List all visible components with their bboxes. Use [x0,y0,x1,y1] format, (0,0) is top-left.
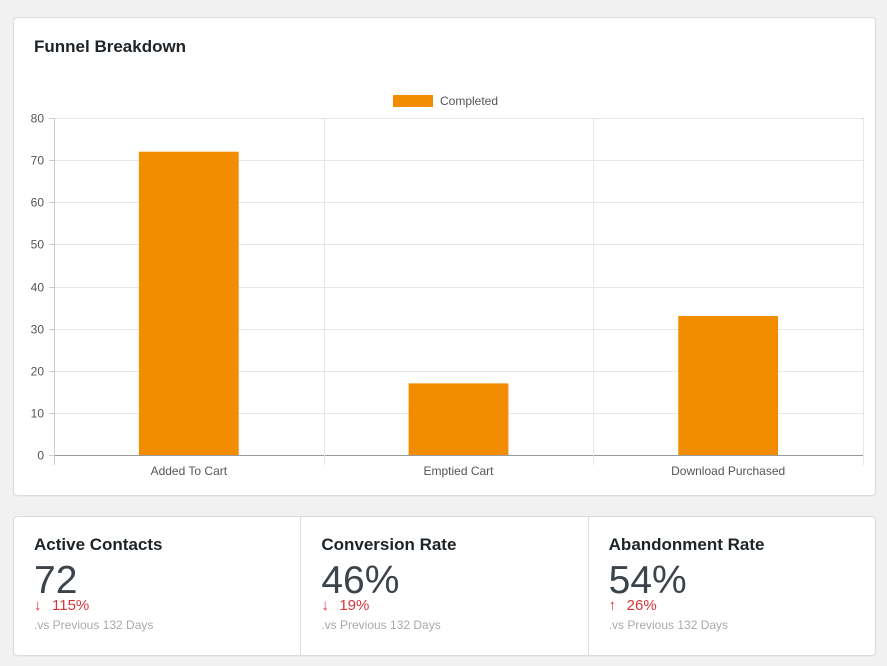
chart-title: Funnel Breakdown [34,37,187,56]
x-tick-label: Download Purchased [671,464,785,478]
stat-change-value: 115% [52,597,90,614]
y-tick-label: 20 [31,365,45,379]
x-tick-label: Added To Cart [151,464,228,478]
stat-change: ↓ 115% [34,597,280,615]
bar [138,151,239,455]
y-tick-label: 10 [31,407,45,421]
stat-compare: .vs Previous 132 Days [34,618,154,632]
y-tick-label: 40 [31,281,45,295]
y-tick-label: 80 [31,112,45,126]
funnel-bar-chart: 0 10 20 30 40 50 60 70 80 Added To Cart Emptied Ca… [31,94,864,478]
stat-label: Conversion Rate [321,535,457,554]
bar [678,315,779,455]
stat-change-value: 26% [626,597,657,614]
stat-compare: .vs Previous 132 Days [321,618,441,632]
y-tick-label: 0 [37,449,44,463]
y-tick-label: 30 [31,323,45,337]
stat-value: 46% [321,559,400,602]
stat-active-contacts: Active Contacts 72 ↓ 115% .vs Previous 13… [14,517,300,655]
legend-swatch [393,95,433,107]
y-tick-label: 60 [31,196,45,210]
stat-change-value: 19% [339,597,370,614]
bar [408,383,509,455]
funnel-breakdown-card: Funnel Breakdown 0 10 20 30 40 50 60 70 80 Added … [13,17,876,496]
legend-label: Completed [440,94,498,108]
stat-abandonment-rate: Abandonment Rate 54% ↑ 26% .vs Previous 1… [587,517,875,655]
stat-value: 72 [34,559,78,602]
stat-label: Active Contacts [34,535,163,554]
stat-value: 54% [608,559,687,602]
arrow-up-icon: ↑ [608,597,617,614]
y-tick-label: 50 [31,238,45,252]
stat-label: Abandonment Rate [608,535,765,554]
y-tick-label: 70 [31,154,45,168]
arrow-down-icon: ↓ [321,597,329,614]
stat-change: ↑ 26% [609,597,855,615]
stat-compare: .vs Previous 132 Days [608,618,729,632]
stats-card: Active Contacts 72 ↓ 115% .vs Previous 13… [13,516,876,656]
stat-conversion-rate: Conversion Rate 46% ↓ 19% .vs Previous 13… [300,517,587,655]
stat-change: ↓ 19% [321,597,567,615]
arrow-down-icon: ↓ [34,597,42,614]
x-tick-label: Emptied Cart [423,464,494,478]
